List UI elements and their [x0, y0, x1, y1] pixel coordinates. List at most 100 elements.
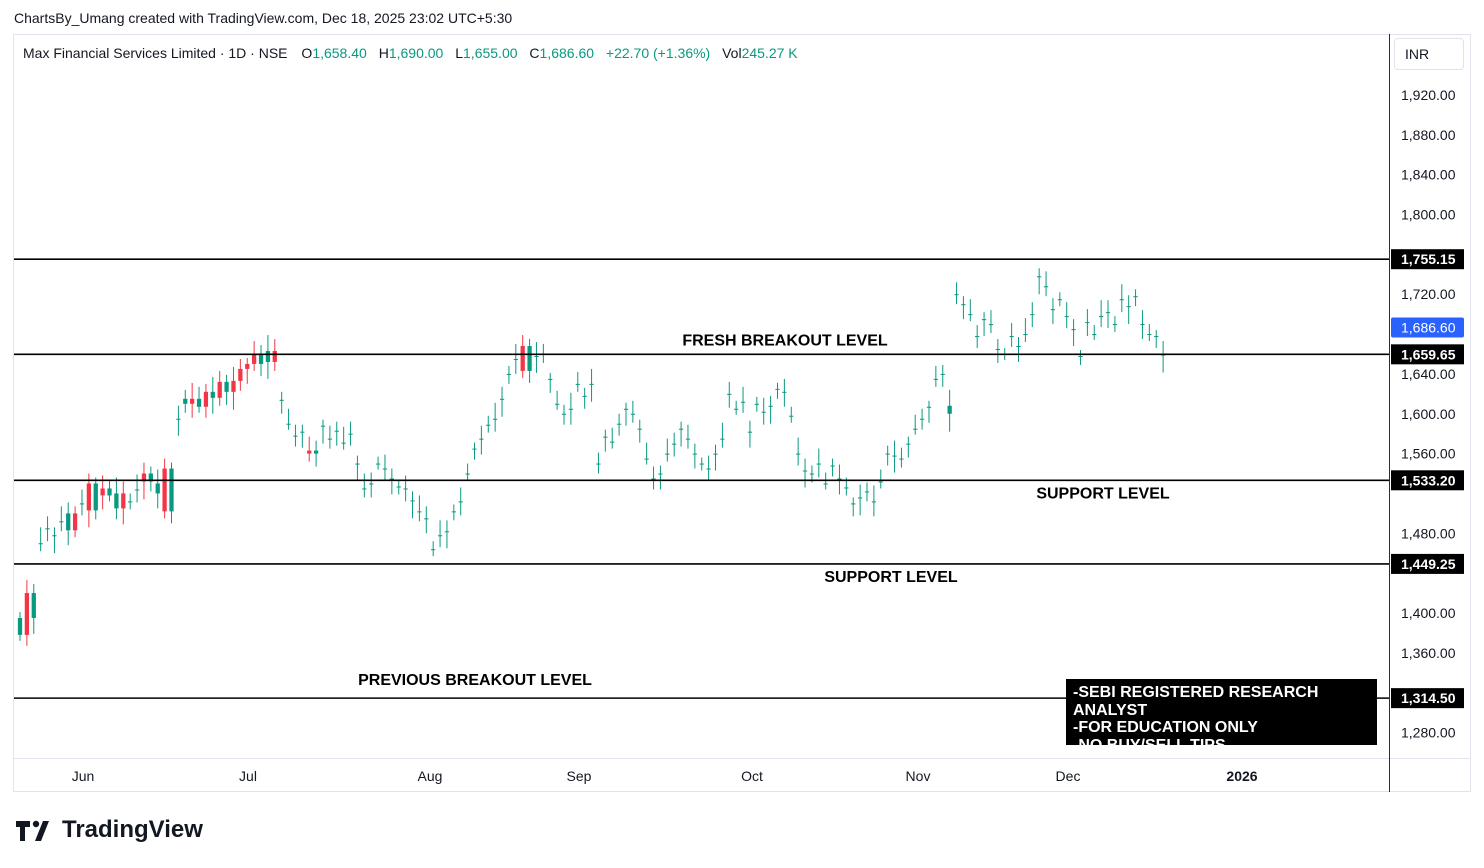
candle-body [761, 411, 766, 413]
y-tick-label: 1,840.00 [1401, 167, 1456, 183]
x-tick-label: Jul [239, 768, 257, 784]
candle-body [706, 468, 711, 470]
x-tick-label: Dec [1056, 768, 1081, 784]
candle-body [1064, 316, 1069, 318]
candle-body [348, 433, 353, 435]
candle-body [630, 413, 636, 415]
disclaimer-line: -SEBI REGISTERED RESEARCH ANALYST [1073, 684, 1319, 719]
candle-body [24, 593, 30, 635]
symbol-legend: Max Financial Services Limited · 1D · NS… [23, 45, 798, 61]
candle-body [809, 473, 815, 475]
candle-body [1085, 322, 1090, 324]
candle-body [747, 431, 753, 433]
level-price-label: 1,659.65 [1401, 346, 1456, 362]
candle-body [355, 463, 360, 465]
volume-value: 245.27 K [741, 45, 798, 61]
candle-body [121, 493, 126, 509]
level-price-label: 1,755.15 [1401, 251, 1456, 267]
candle-body [734, 408, 739, 410]
x-tick-label: 2026 [1226, 768, 1257, 784]
candle-body [988, 324, 994, 326]
y-tick-label: 1,640.00 [1401, 366, 1456, 382]
candle-body [878, 481, 883, 483]
currency-selector[interactable]: INR [1394, 38, 1464, 70]
candle-body [155, 483, 160, 494]
candle-body [1147, 334, 1152, 336]
candle-body [1140, 324, 1145, 326]
candle-body [775, 388, 780, 390]
level-annotation: PREVIOUS BREAKOUT LEVEL [358, 672, 592, 689]
candle-body [768, 405, 773, 407]
candle-body [596, 463, 601, 465]
tradingview-logo-icon [16, 820, 49, 841]
candle-body [258, 353, 264, 364]
price-axis-divider [1389, 34, 1390, 792]
candle-body [933, 378, 939, 380]
candle-body [341, 442, 346, 444]
candle-body [975, 336, 980, 338]
candle-body [1133, 296, 1138, 298]
level-price-label: 1,533.20 [1401, 472, 1456, 488]
y-tick-label: 1,880.00 [1401, 127, 1456, 143]
y-tick-label: 1,720.00 [1401, 286, 1456, 302]
candle-body [961, 304, 966, 306]
x-tick-label: Oct [741, 768, 763, 784]
candle-body [362, 488, 367, 490]
candle-body [568, 408, 574, 410]
candle-body [520, 346, 525, 371]
level-price-tag [1391, 470, 1464, 491]
candle-body [782, 391, 787, 393]
candle-body [148, 473, 153, 482]
candle-body [424, 518, 429, 520]
symbol-title[interactable]: Max Financial Services Limited · 1D · NS… [23, 45, 288, 61]
candle-body [169, 468, 174, 512]
level-price-tag [1391, 553, 1464, 574]
candle-body [589, 383, 594, 385]
candle-body [190, 398, 195, 404]
candle-body [472, 448, 477, 450]
close-value: 1,686.60 [539, 45, 595, 61]
candle-body [802, 470, 808, 472]
y-tick-label: 1,400.00 [1401, 605, 1456, 621]
y-tick-label: 1,920.00 [1401, 87, 1456, 103]
high-label: H [378, 45, 389, 61]
candle-body [789, 415, 794, 417]
candle-body [79, 503, 85, 505]
candle-body [754, 403, 759, 405]
candle-body [692, 453, 697, 455]
candle-body [892, 455, 897, 457]
candle-body [651, 478, 656, 480]
candle-body [327, 438, 333, 440]
candle-body [727, 393, 732, 395]
candle-body [52, 535, 57, 537]
candle-body [1057, 299, 1062, 301]
candle-body [1043, 286, 1049, 288]
candle-body [437, 535, 443, 537]
candle-body [623, 408, 629, 410]
tradingview-logo[interactable]: TradingView [16, 816, 203, 844]
change-value: +22.70 (+1.36%) [605, 45, 711, 61]
candle-body [238, 368, 243, 381]
tradingview-wordmark: TradingView [62, 816, 203, 843]
candle-body [823, 483, 828, 485]
x-tick-label: Sep [567, 768, 592, 784]
x-tick-label: Jun [72, 768, 95, 784]
candle-body [1105, 312, 1111, 314]
candle-body [575, 383, 580, 385]
chart-credit: ChartsBy_Umang created with TradingView.… [14, 10, 513, 26]
candle-body [1154, 336, 1159, 338]
candle-body [134, 489, 140, 491]
candle-body [1078, 355, 1083, 357]
candle-body [431, 549, 436, 551]
candle-body [954, 294, 959, 296]
candle-body [396, 486, 401, 488]
candle-body [672, 443, 677, 445]
candle-body [183, 398, 188, 404]
candle-body [913, 428, 918, 430]
candle-body [176, 418, 181, 420]
candle-body [644, 458, 649, 460]
x-tick-label: Nov [906, 768, 931, 784]
level-annotation: SUPPORT LEVEL [1036, 485, 1170, 502]
candle-body [1126, 306, 1131, 308]
